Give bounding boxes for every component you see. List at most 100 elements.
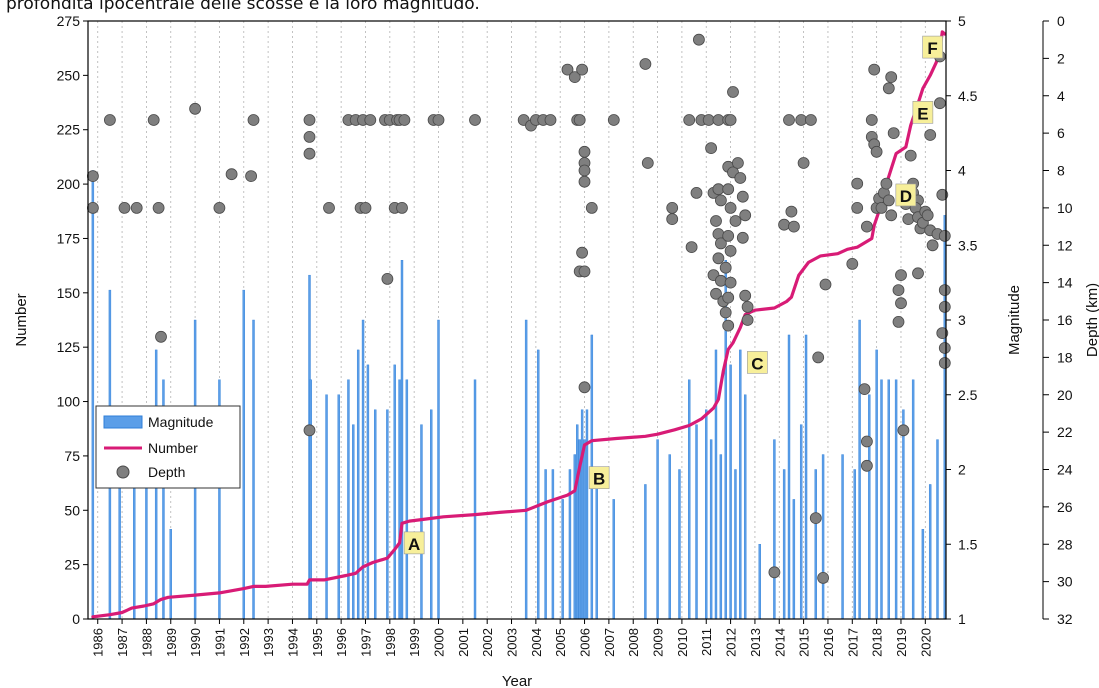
depth-point-120 bbox=[865, 114, 878, 126]
magnitude-bar-77 bbox=[894, 379, 898, 620]
y-depth-tick-label-26: 26 bbox=[1057, 499, 1073, 515]
depth-point-33 bbox=[432, 114, 445, 126]
x-tick-label-1996: 1996 bbox=[334, 628, 349, 657]
magnitude-bar-44 bbox=[595, 469, 598, 620]
magnitude-bar-30 bbox=[473, 379, 477, 620]
depth-point-59 bbox=[683, 114, 696, 126]
depth-point-159 bbox=[936, 188, 949, 201]
event-label-box-B bbox=[588, 466, 610, 489]
depth-point-91 bbox=[722, 291, 735, 304]
magnitude-bar-14 bbox=[325, 394, 328, 620]
depth-point-129 bbox=[880, 177, 893, 190]
x-tick-label-1998: 1998 bbox=[383, 628, 398, 657]
magnitude-bar-57 bbox=[729, 364, 732, 620]
y-depth-tick-label-24: 24 bbox=[1057, 462, 1073, 478]
y-depth-tick-label-14: 14 bbox=[1057, 275, 1073, 291]
x-tick-label-2012: 2012 bbox=[724, 628, 739, 657]
plot-frame bbox=[87, 20, 947, 620]
y-left-tick-label-125: 125 bbox=[57, 339, 81, 355]
y-left-tick-label-50: 50 bbox=[64, 502, 80, 518]
depth-point-89 bbox=[719, 261, 732, 274]
magnitude-bar-0 bbox=[91, 170, 95, 620]
y-depth-tick-label-4: 4 bbox=[1057, 88, 1065, 104]
x-tick-label-2003: 2003 bbox=[505, 628, 520, 657]
depth-point-53 bbox=[585, 201, 598, 214]
depth-point-141 bbox=[902, 213, 915, 226]
x-tick-label-1991: 1991 bbox=[212, 628, 227, 657]
magnitude-bar-23 bbox=[393, 364, 396, 620]
event-label-box-C bbox=[747, 351, 768, 374]
event-label-box-A bbox=[403, 531, 425, 555]
y-mag-tick-label-2.5: 2.5 bbox=[958, 387, 978, 403]
depth-point-163 bbox=[936, 327, 949, 340]
depth-point-90 bbox=[724, 276, 737, 289]
depth-point-155 bbox=[912, 267, 924, 280]
depth-point-1 bbox=[87, 201, 99, 214]
depth-point-114 bbox=[851, 177, 864, 190]
magnitude-bar-50 bbox=[688, 379, 691, 620]
magnitude-bar-73 bbox=[868, 394, 871, 620]
x-tick-label-1993: 1993 bbox=[261, 628, 276, 657]
magnitude-bars bbox=[91, 170, 946, 620]
depth-point-9 bbox=[213, 201, 226, 214]
y-depth-tick-label-12: 12 bbox=[1057, 237, 1073, 253]
magnitude-bar-61 bbox=[758, 544, 761, 620]
depth-point-107 bbox=[797, 157, 810, 169]
depth-point-16 bbox=[303, 424, 316, 437]
depth-points bbox=[87, 33, 951, 584]
depth-point-56 bbox=[641, 157, 654, 169]
magnitude-bar-31 bbox=[524, 319, 528, 620]
magnitude-bar-71 bbox=[853, 469, 856, 620]
legend-depth-swatch bbox=[116, 465, 130, 479]
magnitude-bar-17 bbox=[352, 424, 355, 620]
magnitude-bar-16 bbox=[347, 379, 350, 620]
depth-point-34 bbox=[469, 114, 481, 126]
magnitude-bar-27 bbox=[420, 424, 423, 620]
depth-point-55 bbox=[639, 58, 652, 70]
magnitude-bar-63 bbox=[782, 469, 786, 620]
magnitude-bar-34 bbox=[551, 469, 555, 620]
event-label-box-F bbox=[922, 35, 943, 59]
event-label-C: C bbox=[751, 354, 763, 373]
y-depth-tick-label-10: 10 bbox=[1057, 200, 1073, 216]
magnitude-bar-53 bbox=[709, 439, 713, 620]
magnitude-bar-79 bbox=[911, 379, 915, 620]
x-tick-label-2008: 2008 bbox=[626, 628, 641, 657]
legend-number-label: Number bbox=[148, 440, 198, 456]
x-tick-label-2007: 2007 bbox=[602, 628, 617, 657]
depth-point-51 bbox=[578, 265, 591, 278]
depth-point-158 bbox=[934, 97, 946, 110]
x-tick-label-1988: 1988 bbox=[139, 628, 154, 657]
x-tick-label-2014: 2014 bbox=[772, 628, 787, 657]
magnitude-bar-51 bbox=[695, 424, 698, 620]
y-mag-tick-label-1: 1 bbox=[958, 611, 966, 627]
magnitude-bar-75 bbox=[880, 379, 883, 620]
y-left-tick-label-175: 175 bbox=[57, 230, 81, 246]
depth-point-49 bbox=[576, 246, 588, 259]
magnitude-bar-65 bbox=[792, 499, 796, 620]
x-tick-label-2004: 2004 bbox=[529, 628, 544, 657]
depth-point-83 bbox=[732, 157, 744, 169]
depth-point-66 bbox=[712, 114, 725, 126]
depth-point-113 bbox=[846, 257, 859, 270]
depth-point-75 bbox=[715, 274, 727, 287]
y-depth-tick-label-8: 8 bbox=[1057, 163, 1065, 179]
depth-point-12 bbox=[247, 114, 260, 126]
magnitude-bar-45 bbox=[612, 499, 615, 620]
y-left-tick-label-75: 75 bbox=[64, 448, 80, 464]
depth-point-87 bbox=[722, 229, 735, 242]
y-axis-depth-title: Depth (km) bbox=[1084, 283, 1099, 357]
x-tick-label-2011: 2011 bbox=[699, 628, 714, 656]
depth-point-136 bbox=[895, 297, 907, 310]
magnitude-bar-11 bbox=[252, 319, 255, 620]
depth-point-99 bbox=[741, 300, 754, 313]
depth-point-162 bbox=[938, 300, 951, 313]
x-tick-label-2010: 2010 bbox=[675, 628, 690, 657]
axes: 1986 1987 1988 1989 1990 1991 1992 1993 1994 1995… bbox=[57, 13, 1073, 657]
depth-point-86 bbox=[729, 215, 742, 227]
depth-point-127 bbox=[875, 201, 888, 214]
magnitude-bar-78 bbox=[902, 409, 905, 620]
x-tick-label-2017: 2017 bbox=[845, 628, 860, 657]
magnitude-bar-37 bbox=[573, 454, 577, 620]
magnitude-bar-64 bbox=[787, 334, 791, 620]
